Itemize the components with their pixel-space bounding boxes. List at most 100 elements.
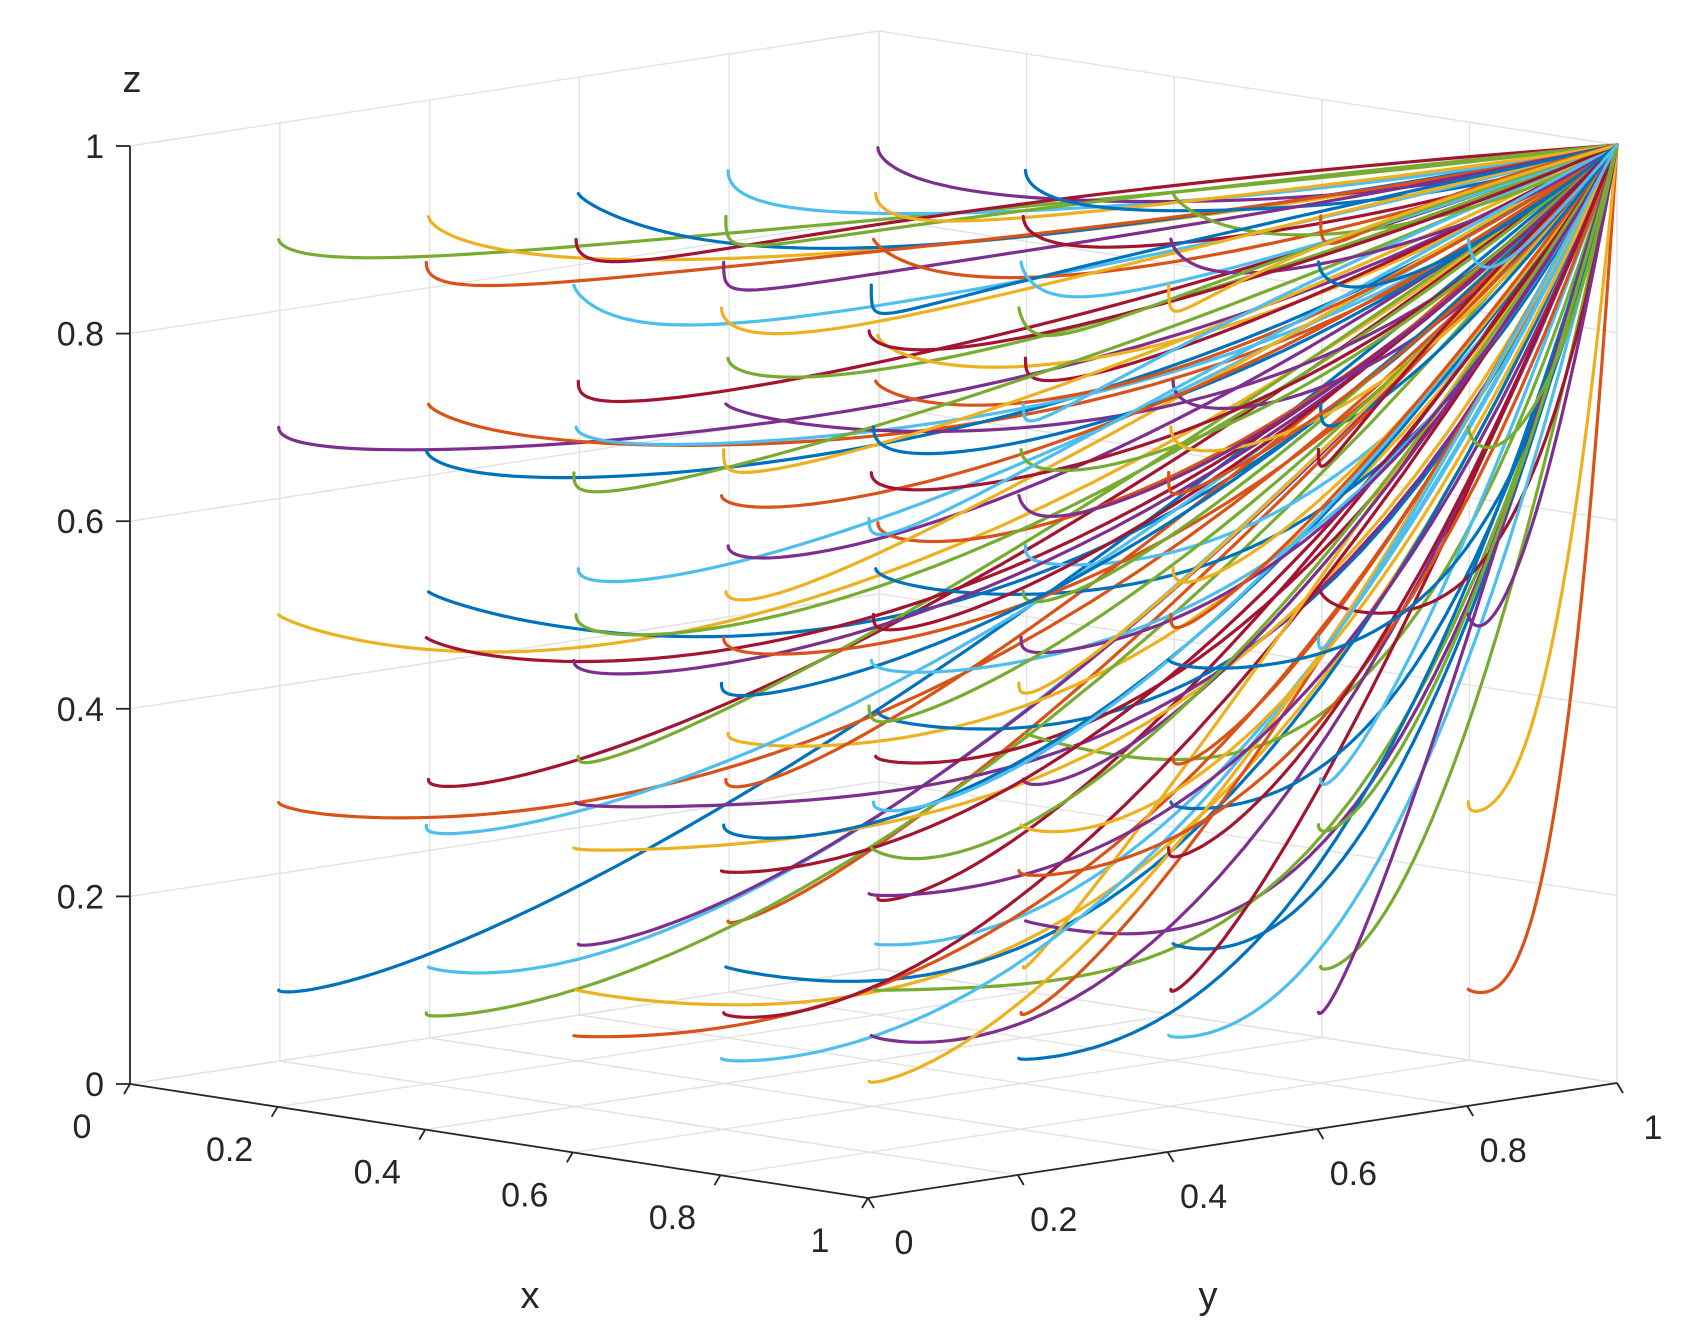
trajectory-line bbox=[867, 143, 1619, 898]
trajectory-line bbox=[876, 143, 1619, 902]
x-axis-label: x bbox=[521, 1275, 540, 1317]
trajectory-line bbox=[871, 143, 1619, 456]
trajectory-line bbox=[1319, 143, 1619, 786]
trajectory-line bbox=[576, 143, 1619, 765]
back-wall-gridline bbox=[129, 217, 880, 335]
trajectory-line bbox=[1021, 143, 1619, 970]
trajectory-curves bbox=[277, 143, 1619, 1084]
trajectory-line bbox=[724, 143, 1619, 434]
trajectory-line bbox=[1021, 143, 1619, 423]
axes-layer: 0 0 0 0.2 0.2 0.2 0.4 0.4 0.4 0.6 0.6 0.6 0.8 0.8 0.8 1… bbox=[57, 128, 1663, 1262]
trajectory-line bbox=[1169, 143, 1619, 630]
trajectory-line bbox=[722, 143, 1619, 656]
trajectory-line bbox=[1319, 143, 1619, 245]
trajectory-line bbox=[719, 143, 1619, 874]
side-wall-gridline bbox=[878, 30, 1618, 146]
trajectory-line bbox=[1316, 143, 1619, 468]
trajectory-line bbox=[869, 143, 1619, 1044]
side-wall-gridline bbox=[878, 780, 1618, 897]
trajectory-line bbox=[1167, 143, 1619, 670]
back-wall-gridline bbox=[129, 30, 880, 147]
trajectory-line bbox=[726, 143, 1619, 216]
y-tick-label: 0 bbox=[895, 1224, 914, 1262]
z-axis-label: z bbox=[123, 59, 142, 101]
y-tick-label: 0.2 bbox=[1030, 1201, 1077, 1239]
trajectory-line bbox=[722, 143, 1619, 1019]
trajectory-line bbox=[874, 143, 1619, 223]
trajectory-line bbox=[722, 143, 1619, 474]
trajectory-line bbox=[1316, 143, 1619, 651]
trajectory-line bbox=[867, 143, 1619, 352]
trajectory-line bbox=[867, 143, 1619, 724]
trajectory-line bbox=[719, 143, 1619, 698]
x-tick-label: 0.2 bbox=[206, 1131, 253, 1169]
y-tick bbox=[1017, 1174, 1025, 1186]
back-wall-gridline bbox=[129, 968, 880, 1085]
trajectory-line bbox=[722, 143, 1619, 292]
trajectory-line bbox=[1316, 143, 1619, 833]
trajectory-line bbox=[424, 143, 1619, 836]
y-tick-label: 0.8 bbox=[1480, 1132, 1527, 1170]
y-tick-label: 0.4 bbox=[1180, 1178, 1227, 1216]
trajectory-line bbox=[1017, 143, 1619, 877]
trajectory-line bbox=[724, 143, 1619, 983]
x-tick bbox=[418, 1129, 426, 1141]
y-tick-label: 1 bbox=[1644, 1109, 1663, 1147]
floor-gridline bbox=[279, 1060, 1018, 1176]
floor-gridline bbox=[878, 968, 1618, 1084]
floor-gridline bbox=[277, 991, 1027, 1108]
trajectory-line bbox=[572, 143, 1619, 494]
back-wall-gridline bbox=[129, 780, 880, 898]
y-tick bbox=[1316, 1128, 1325, 1140]
z-tick-label: 1 bbox=[85, 128, 104, 166]
trajectory-line bbox=[1167, 143, 1619, 313]
y-tick bbox=[1466, 1105, 1474, 1117]
floor-gridline bbox=[579, 1014, 1318, 1130]
trajectory-line bbox=[724, 143, 1619, 789]
trajectory-line bbox=[426, 143, 1619, 788]
x-tick-label: 1 bbox=[811, 1222, 830, 1260]
trajectory-line bbox=[1466, 143, 1619, 813]
trajectory-line bbox=[1167, 143, 1619, 859]
y-axis-label: y bbox=[1199, 1275, 1218, 1317]
trajectory-line bbox=[424, 143, 1619, 1018]
x-tick-label: 0.4 bbox=[354, 1154, 401, 1192]
floor-gridline bbox=[572, 1036, 1322, 1154]
trajectory-line bbox=[869, 143, 1619, 674]
y-tick bbox=[867, 1197, 875, 1209]
trajectory-line bbox=[1021, 143, 1619, 786]
trajectory-line bbox=[426, 143, 1619, 639]
trajectory-line bbox=[874, 143, 1619, 407]
trajectory-line bbox=[1169, 143, 1619, 811]
y-tick bbox=[1166, 1151, 1175, 1163]
z-tick-label: 0.8 bbox=[57, 316, 104, 354]
x-tick bbox=[713, 1174, 722, 1186]
trajectory-line bbox=[1169, 143, 1619, 993]
trajectory-line bbox=[1167, 143, 1619, 1039]
trajectory-line bbox=[1019, 143, 1619, 834]
trajectory-line bbox=[1171, 143, 1619, 410]
axis-labels-layer: x y z bbox=[123, 59, 1218, 1317]
trajectory-line bbox=[1023, 143, 1619, 383]
trajectory-line bbox=[277, 143, 1619, 820]
trajectory-line bbox=[1319, 143, 1619, 615]
y-axis-line bbox=[867, 1082, 1618, 1199]
trajectory-line bbox=[719, 143, 1619, 336]
trajectory-line bbox=[867, 143, 1619, 1084]
trajectory-line bbox=[1466, 143, 1619, 269]
trajectory-line bbox=[1169, 143, 1619, 275]
z-tick-label: 0.2 bbox=[57, 878, 104, 916]
x-tick bbox=[123, 1083, 131, 1095]
trajectory-line bbox=[1019, 143, 1619, 473]
x-tick bbox=[861, 1197, 869, 1209]
trajectory-line bbox=[869, 143, 1619, 492]
trajectory-line bbox=[1319, 143, 1619, 971]
trajectory-line bbox=[277, 143, 1619, 994]
floor-gridline bbox=[425, 1013, 1175, 1131]
trajectory-line bbox=[1017, 143, 1619, 518]
trajectory-line bbox=[871, 143, 1619, 632]
trajectory-line bbox=[1019, 143, 1619, 655]
trajectory-line bbox=[576, 143, 1619, 404]
trajectory-line bbox=[1316, 143, 1619, 1016]
